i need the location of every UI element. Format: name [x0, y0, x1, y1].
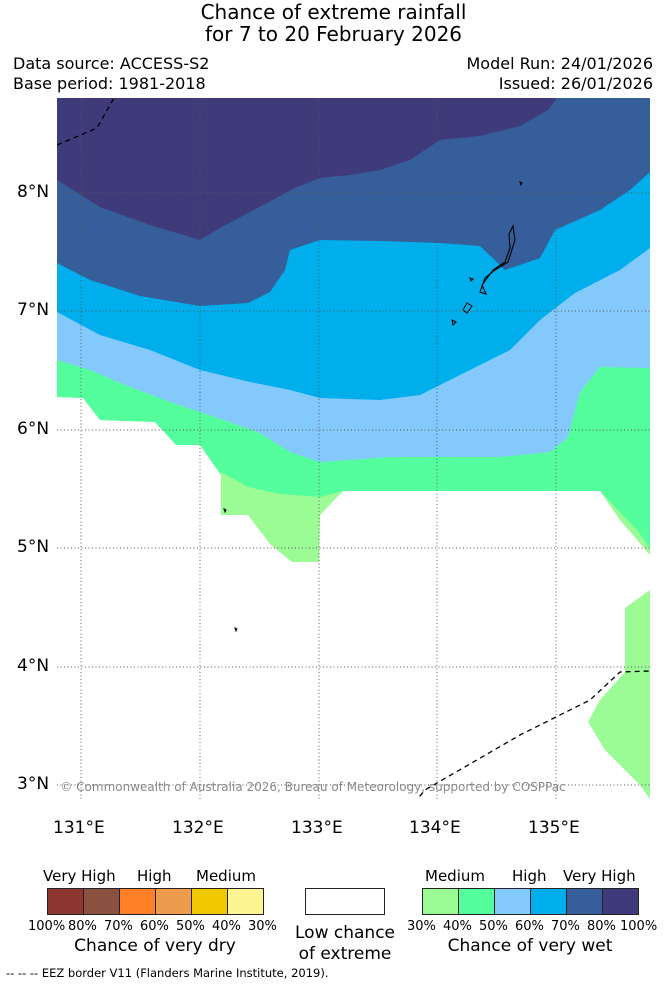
map-title-line2: for 7 to 20 February 2026	[204, 22, 463, 46]
dry-pct: 30%	[248, 919, 277, 934]
base-period: Base period: 1981-2018	[13, 74, 206, 93]
dry-legend-title: Chance of very dry	[74, 936, 236, 956]
dry-pct: 50%	[176, 919, 205, 934]
palau-island	[479, 224, 516, 295]
wet-high-label: High	[512, 867, 547, 885]
helen-reef	[234, 627, 238, 633]
lat-tick-8n: 8°N	[17, 182, 50, 202]
wet-medium-label: Medium	[425, 867, 485, 885]
dry-swatch-60	[155, 888, 192, 915]
tobi-island	[223, 508, 227, 514]
dry-swatch-50	[191, 888, 228, 915]
wet-swatch-30	[422, 888, 459, 915]
wet-swatch-50	[494, 888, 531, 915]
eez-border	[416, 670, 650, 799]
lat-tick-6n: 6°N	[17, 419, 50, 439]
lon-tick-131e: 131°E	[53, 818, 105, 838]
lat-tick-7n: 7°N	[17, 300, 50, 320]
eez-border	[57, 98, 115, 146]
low-chance-label-line2: of extreme	[298, 944, 392, 964]
wet-swatch-70	[566, 888, 603, 915]
lat-tick-4n: 4°N	[17, 656, 50, 676]
lon-tick-132e: 132°E	[172, 818, 224, 838]
wet-pct: 40%	[443, 919, 472, 934]
dry-swatch-80	[83, 888, 120, 915]
lon-tick-133e: 133°E	[291, 818, 343, 838]
palau-islet	[462, 302, 473, 314]
wet-very-high-label: Very High	[563, 867, 636, 885]
wet-pct: 100%	[620, 919, 658, 934]
lat-tick-3n: 3°N	[17, 774, 50, 794]
palau-islet	[451, 319, 457, 327]
low-chance-label-line1: Low chance	[295, 923, 395, 943]
wet-pct: 60%	[515, 919, 544, 934]
dry-high-label: High	[137, 867, 172, 885]
lon-tick-134e: 134°E	[409, 818, 461, 838]
dry-pct: 40%	[212, 919, 241, 934]
low-chance-swatch	[305, 888, 385, 915]
palau-islet	[519, 181, 523, 187]
wet-swatch-40	[458, 888, 495, 915]
dry-pct: 100%	[28, 919, 66, 934]
dry-pct: 80%	[68, 919, 97, 934]
wet-swatch-80	[602, 888, 639, 915]
lat-tick-5n: 5°N	[17, 537, 50, 557]
wet-swatch-60	[530, 888, 567, 915]
issued-date: Issued: 26/01/2026	[498, 74, 653, 93]
dry-very-high-label: Very High	[43, 867, 116, 885]
wet-legend-title: Chance of very wet	[447, 936, 613, 956]
dry-medium-label: Medium	[196, 867, 256, 885]
zone-very-high-wet-100	[57, 98, 557, 240]
dry-swatch-100	[47, 888, 84, 915]
wet-pct: 30%	[407, 919, 436, 934]
gridlines	[57, 98, 650, 799]
model-run: Model Run: 24/01/2026	[466, 54, 654, 73]
data-source: Data source: ACCESS-S2	[13, 54, 210, 73]
wet-pct: 50%	[479, 919, 508, 934]
dry-pct: 70%	[104, 919, 133, 934]
lon-tick-135e: 135°E	[528, 818, 580, 838]
wet-pct: 80%	[587, 919, 616, 934]
dry-pct: 60%	[140, 919, 169, 934]
wet-pct: 70%	[551, 919, 580, 934]
map-title-line1: Chance of extreme rainfall	[200, 0, 467, 24]
copyright-text: © Commonwealth of Australia 2026, Bureau…	[60, 780, 565, 794]
dry-swatch-40	[227, 888, 264, 915]
eez-footnote: -- -- -- EEZ border V11 (Flanders Marine…	[6, 966, 329, 980]
dry-swatch-70	[119, 888, 156, 915]
palau-islet	[469, 277, 474, 282]
